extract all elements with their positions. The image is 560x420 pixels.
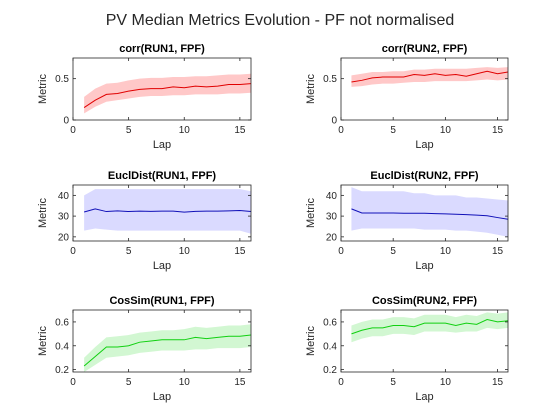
axes-frame — [72, 57, 252, 121]
subplot-title: EuclDist(RUN2, FPF) — [370, 170, 479, 182]
subplot-1: 0 5 10 15 0 0.5 corr(RUN1, FPF) Lap Metric — [37, 43, 252, 151]
y-tick-label: 0.5 — [323, 74, 337, 85]
x-axis-label: Lap — [153, 139, 171, 151]
x-tick-label: 5 — [390, 377, 396, 388]
axes-frame — [340, 57, 509, 121]
x-tick-label: 5 — [126, 125, 132, 136]
series-line — [83, 208, 251, 213]
figure-title: PV Median Metrics Evolution - PF not nor… — [105, 12, 455, 29]
y-tick-label: 0.2 — [55, 365, 69, 376]
x-tick-label: 15 — [234, 125, 246, 136]
x-tick-label: 5 — [126, 246, 132, 257]
series-line — [83, 334, 251, 367]
x-tick-label: 15 — [492, 377, 504, 388]
x-tick-label: 5 — [390, 125, 396, 136]
axes-frame — [72, 309, 252, 373]
y-tick-label: 0 — [63, 116, 69, 127]
x-axis-label: Lap — [415, 391, 433, 403]
y-tick-label: 20 — [58, 232, 70, 243]
y-tick-label: 0.6 — [55, 317, 69, 328]
x-tick-label: 15 — [492, 125, 504, 136]
subplot-title: CosSim(RUN1, FPF) — [109, 295, 214, 307]
y-axis-label: Metric — [305, 74, 317, 104]
series-line — [351, 70, 508, 83]
x-axis-label: Lap — [415, 260, 433, 272]
subplot-5: 0 5 10 15 0.2 0.4 0.6 CosSim(RUN1, FPF) Lap Metri… — [37, 295, 252, 403]
y-axis-label: Metric — [37, 326, 49, 356]
x-tick-label: 0 — [338, 377, 344, 388]
y-tick-label: 0.4 — [55, 341, 69, 352]
x-axis-label: Lap — [153, 260, 171, 272]
y-tick-label: 20 — [326, 232, 338, 243]
error-band — [351, 187, 508, 237]
subplot-3: 0 5 10 15 20 30 40 EuclDist(RUN1, FPF) Lap Metric — [37, 170, 252, 272]
axes-frame — [340, 184, 509, 242]
error-band — [351, 67, 508, 87]
error-band — [351, 312, 508, 343]
x-axis-label: Lap — [153, 391, 171, 403]
x-tick-label: 0 — [70, 125, 76, 136]
subplot-title: CosSim(RUN2, FPF) — [372, 295, 477, 307]
subplot-6: 0 5 10 15 0.2 0.4 0.6 CosSim(RUN2, FPF) Lap Metri… — [305, 295, 509, 403]
y-tick-label: 40 — [58, 191, 70, 202]
x-tick-label: 10 — [440, 377, 452, 388]
subplot-2: 0 5 10 15 0 0.5 corr(RUN2, FPF) Lap Metric — [305, 43, 509, 151]
subplot-title: corr(RUN1, FPF) — [119, 43, 205, 55]
error-band — [84, 324, 251, 372]
y-tick-label: 30 — [326, 212, 338, 223]
x-tick-label: 0 — [70, 377, 76, 388]
x-tick-label: 0 — [338, 246, 344, 257]
axes-background — [341, 58, 508, 120]
x-tick-label: 15 — [234, 377, 246, 388]
x-tick-label: 15 — [492, 246, 504, 257]
subplot-title: EuclDist(RUN1, FPF) — [108, 170, 217, 182]
y-tick-label: 30 — [58, 212, 70, 223]
x-tick-label: 10 — [440, 125, 452, 136]
x-tick-label: 10 — [179, 246, 191, 257]
x-tick-label: 15 — [234, 246, 246, 257]
y-tick-label: 0.6 — [323, 317, 337, 328]
x-tick-label: 0 — [70, 246, 76, 257]
y-axis-label: Metric — [305, 198, 317, 228]
x-tick-label: 5 — [390, 246, 396, 257]
error-band — [84, 73, 251, 114]
x-tick-label: 10 — [440, 246, 452, 257]
axes-frame — [72, 184, 252, 242]
series-line — [351, 208, 508, 220]
y-tick-label: 0.2 — [323, 365, 337, 376]
axes-frame — [340, 309, 509, 373]
x-tick-label: 0 — [338, 125, 344, 136]
y-tick-label: 0.4 — [323, 341, 337, 352]
y-axis-label: Metric — [37, 198, 49, 228]
y-tick-label: 0.5 — [55, 74, 69, 85]
series-line — [83, 83, 251, 109]
subplot-4: 0 5 10 15 20 30 40 EuclDist(RUN2, FPF) Lap Metric — [305, 170, 509, 272]
x-tick-label: 10 — [179, 125, 191, 136]
x-tick-label: 10 — [179, 377, 191, 388]
y-tick-label: 40 — [326, 191, 338, 202]
y-axis-label: Metric — [37, 74, 49, 104]
series-line — [351, 319, 508, 335]
y-tick-label: 0 — [331, 116, 337, 127]
subplot-title: corr(RUN2, FPF) — [382, 43, 468, 55]
y-axis-label: Metric — [305, 326, 317, 356]
x-tick-label: 5 — [126, 377, 132, 388]
x-axis-label: Lap — [415, 139, 433, 151]
